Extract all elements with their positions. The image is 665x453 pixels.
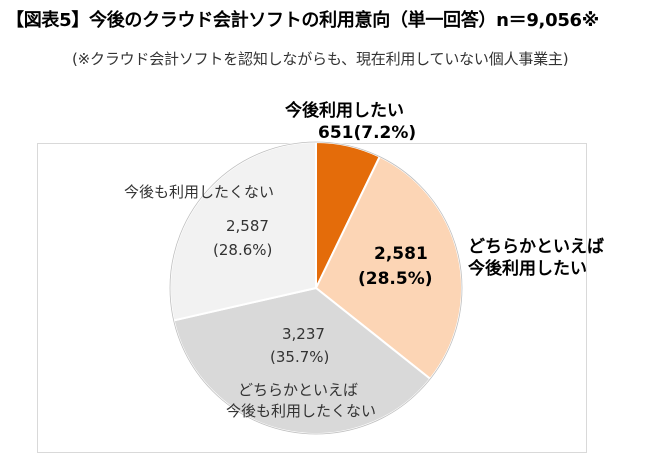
- slice-percent-rather-not: (35.7%): [270, 348, 330, 366]
- slice-value-want: 651(7.2%): [318, 123, 417, 143]
- slice-label-not-want: 今後も利用したくない: [124, 183, 275, 201]
- slice-value-rather-want: 2,581: [374, 244, 428, 264]
- slice-label-rather-want-1: どちらかといえば: [468, 237, 604, 257]
- slice-label-want: 今後利用したい: [285, 101, 404, 121]
- slice-percent-rather-want: (28.5%): [358, 269, 433, 289]
- chart-subtitle: (※クラウド会計ソフトを認知しながらも、現在利用していない個人事業主): [72, 50, 569, 68]
- pie-outline: [169, 141, 463, 435]
- chart-title: 【図表5】今後のクラウド会計ソフトの利用意向（単一回答）n＝9,056※: [6, 10, 599, 31]
- slice-label-rather-want-2: 今後利用したい: [468, 259, 587, 279]
- slice-label-rather-not-2: 今後も利用したくない: [226, 402, 377, 420]
- slice-value-rather-not: 3,237: [282, 325, 325, 343]
- slice-percent-not-want: (28.6%): [213, 241, 273, 259]
- slice-value-not-want: 2,587: [226, 217, 269, 235]
- slice-label-rather-not-1: どちらかといえば: [238, 381, 359, 399]
